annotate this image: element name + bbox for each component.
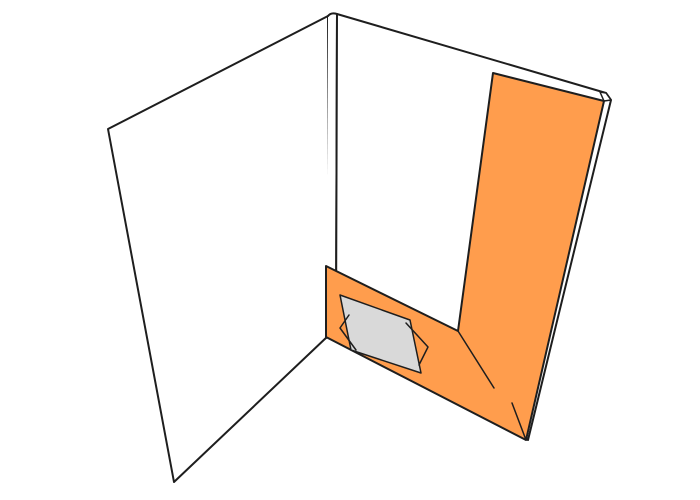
folder — [107, 12, 612, 483]
pocket-corner-crease-line — [511, 402, 527, 441]
business-card-slot — [339, 294, 422, 374]
pocket-crease-line — [457, 330, 495, 389]
left-cover-panel — [107, 15, 329, 483]
card-slot-left-tab — [339, 314, 357, 351]
card-slot-right-tab — [405, 322, 429, 366]
back-panel-top-fold — [599, 91, 612, 102]
